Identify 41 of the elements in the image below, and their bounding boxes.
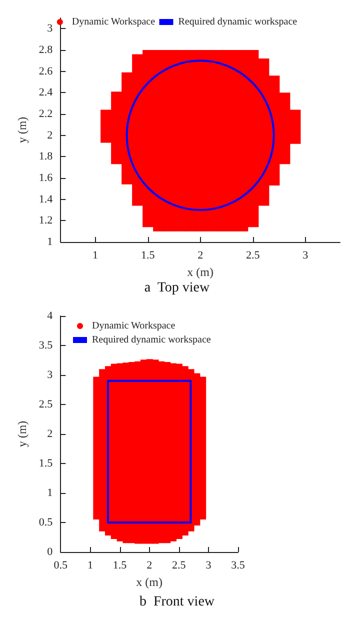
y-tick-label: 1 <box>47 487 53 499</box>
x-tick-label: 2.5 <box>246 250 260 262</box>
y-tick-label: 2.4 <box>38 86 54 99</box>
y-tick-label: 1.2 <box>38 214 53 227</box>
legend-label: Dynamic Workspace <box>92 320 176 332</box>
y-tick-label: 2.5 <box>38 398 54 410</box>
x-tick-label: 2 <box>198 250 204 262</box>
y-tick-label: 2.6 <box>38 65 54 78</box>
y-tick-label: 0 <box>47 546 54 558</box>
text: a Top view <box>144 280 211 296</box>
x-tick-label: 2.5 <box>172 560 186 572</box>
y-tick-label: 2.8 <box>38 44 54 56</box>
x-axis-title: x (m) <box>187 264 214 279</box>
x-tick-label: 3 <box>206 560 212 572</box>
y-axis-title: y (m) <box>15 420 29 448</box>
x-tick-label: 1 <box>87 560 93 572</box>
x-axis-title: x (m) <box>136 574 162 589</box>
y-tick-label: 1.5 <box>38 458 54 470</box>
x-tick-label: 1.5 <box>112 560 128 572</box>
y-tick-label: 1.4 <box>38 193 54 206</box>
y-tick-label: 3 <box>47 369 54 381</box>
y-tick-label: 1.6 <box>38 172 54 184</box>
y-tick-label: 1.8 <box>38 150 54 163</box>
y-tick-label: 2 <box>47 129 53 142</box>
y-tick-label: 0.5 <box>38 516 54 528</box>
y-tick-label: 3 <box>47 22 54 35</box>
y-tick-label: 4 <box>47 310 54 322</box>
y-tick-label: 3.5 <box>38 340 54 352</box>
x-tick-label: 2 <box>146 560 152 572</box>
y-axis-title: y (m) <box>15 116 29 144</box>
y-tick-label: 1 <box>47 236 53 248</box>
legend-label: Dynamic Workspace <box>72 16 156 28</box>
legend-label: Required dynamic workspace <box>92 334 212 346</box>
text: b Front view <box>139 594 216 610</box>
legend-label: Required dynamic workspace <box>178 16 298 28</box>
x-tick-label: 1.5 <box>140 250 156 262</box>
y-tick-label: 2.2 <box>38 108 53 120</box>
y-tick-label: 2 <box>47 428 53 440</box>
x-tick-label: 3 <box>302 250 309 262</box>
x-tick-label: 1 <box>92 250 98 262</box>
x-tick-label: 3.5 <box>231 560 246 572</box>
